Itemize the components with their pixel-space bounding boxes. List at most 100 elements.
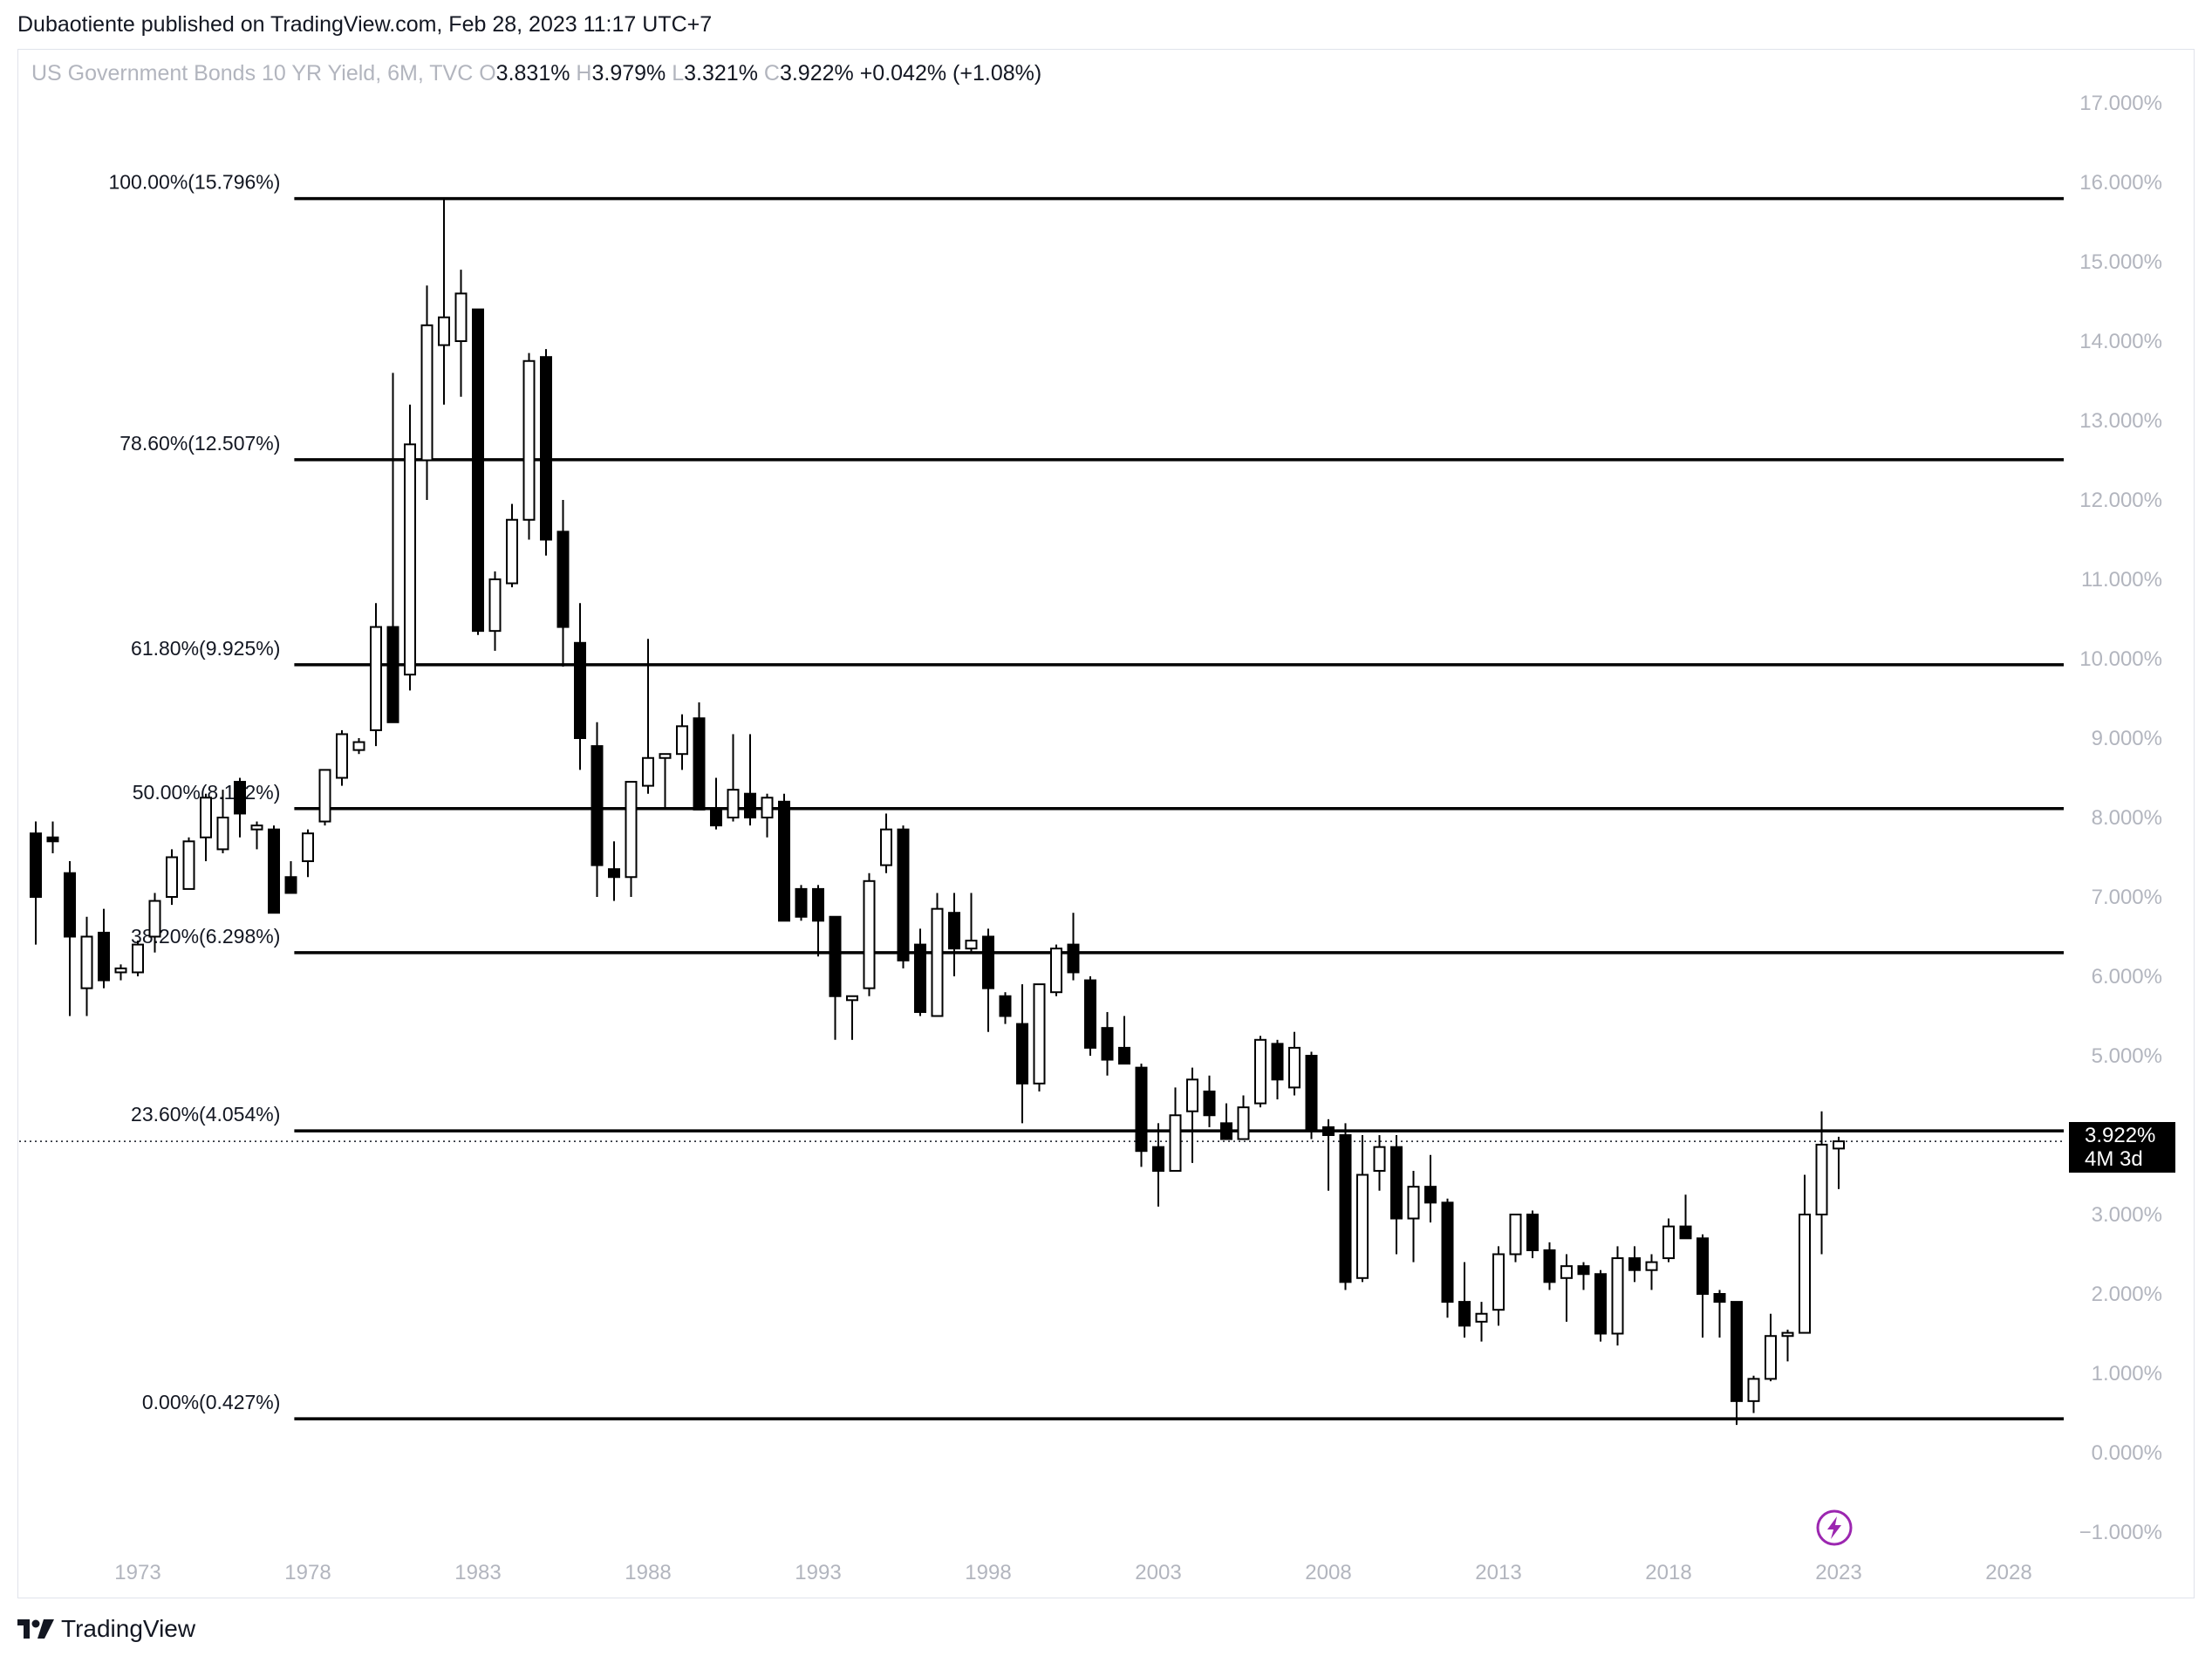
candle (1016, 984, 1028, 1124)
candle (1067, 913, 1080, 981)
y-tick-label: 13.000% (2079, 409, 2162, 433)
fib-level-label: 100.00%(15.796%) (108, 171, 280, 194)
candle-body-down (472, 308, 484, 633)
candle (506, 503, 518, 588)
candle-body-down (1713, 1293, 1726, 1304)
candle-body-up (80, 935, 93, 989)
candle (420, 285, 434, 500)
tradingview-branding[interactable]: TradingView (17, 1615, 195, 1643)
legend-high-label: H (576, 61, 592, 86)
candle (148, 893, 161, 953)
fib-level-label: 78.60%(12.507%) (119, 432, 280, 455)
candle-body-down (574, 641, 586, 739)
x-tick-label: 2023 (1815, 1561, 1861, 1584)
candle-body-up (1407, 1186, 1420, 1220)
y-tick-label: 0.000% (2092, 1441, 2162, 1465)
candle (931, 893, 944, 1017)
candle-body-down (1101, 1027, 1114, 1061)
y-tick-label: 17.000% (2079, 92, 2162, 115)
y-tick-label: 3.000% (2092, 1203, 2162, 1227)
candle-body-up (1781, 1331, 1794, 1338)
y-tick-label: 16.000% (2079, 171, 2162, 195)
candle (1186, 1067, 1198, 1163)
candle (438, 198, 450, 405)
candle (1765, 1313, 1777, 1382)
time-axis[interactable]: 1973 1978 1983 1988 1993 1998 2003 2008 2013 2018… (114, 1561, 2031, 1584)
candle (676, 714, 688, 770)
current-price-value: 3.922% (2085, 1124, 2156, 1148)
candle-body-down (897, 828, 910, 961)
x-tick-label: 2018 (1645, 1561, 1691, 1584)
bar-countdown: 4M 3d (2085, 1147, 2143, 1172)
legend-low-label: L (672, 61, 685, 86)
candle-body-down (1135, 1066, 1148, 1153)
candle (404, 404, 416, 691)
candle (863, 872, 876, 996)
candle (200, 793, 212, 862)
legend-high-value: 3.979% (591, 61, 666, 86)
candle-body-up (352, 741, 365, 751)
candle-body-down (1339, 1134, 1352, 1283)
y-tick-label: 14.000% (2079, 330, 2162, 353)
candle-body-up (1254, 1038, 1266, 1105)
candle-body-up (318, 769, 331, 823)
candle (761, 793, 774, 838)
publisher-line: Dubaotiente published on TradingView.com… (17, 12, 713, 37)
x-tick-label: 1988 (625, 1561, 671, 1584)
candle (1441, 1198, 1454, 1318)
candle-body-up (1475, 1312, 1488, 1323)
lightning-icon[interactable] (1816, 1509, 1853, 1546)
candle (1118, 1016, 1130, 1065)
symbol-legend: US Government Bonds 10 YR Yield, 6M, TVC… (31, 61, 1041, 86)
price-axis[interactable]: 17.000% 16.000% 15.000% 14.000% 13.000% 12.00… (2079, 92, 2162, 1544)
fib-level-label: 0.00%(0.427%) (142, 1391, 281, 1413)
candle-body-up (1815, 1143, 1828, 1216)
candle-body-up (931, 907, 944, 1017)
fibonacci-retracement[interactable]: 100.00%(15.796%) 78.60%(12.507%) 61.80%(9.… (108, 171, 2064, 1420)
candle (1271, 1039, 1284, 1100)
candle (386, 373, 399, 723)
candle-body-down (284, 876, 297, 894)
candle (166, 849, 178, 906)
candle-body-down (744, 792, 756, 819)
y-tick-label: 2.000% (2092, 1283, 2162, 1306)
candle (1543, 1242, 1556, 1290)
candle (727, 734, 740, 822)
candle (744, 734, 756, 826)
candle-body-down (1697, 1237, 1709, 1296)
candle-body-down (914, 943, 926, 1013)
candle (1611, 1246, 1624, 1346)
candle-body-up (166, 856, 178, 898)
candle (488, 571, 502, 651)
legend-close-value: 3.922% (779, 61, 854, 86)
candle (659, 753, 672, 810)
candle (1662, 1218, 1675, 1263)
candle (268, 825, 280, 914)
candle (1390, 1135, 1403, 1255)
candle-body-down (540, 356, 552, 541)
candle-body-down (64, 872, 76, 938)
candle-body-down (1628, 1257, 1641, 1271)
candle (284, 861, 297, 894)
candle-body-down (948, 912, 960, 950)
tradingview-brand-name: TradingView (61, 1615, 196, 1642)
candle-body-down (812, 887, 824, 922)
candle (540, 349, 552, 556)
candle (1407, 1170, 1420, 1263)
candle-body-down (1594, 1273, 1607, 1335)
y-tick-label: 9.000% (2092, 727, 2162, 750)
candle-body-down (795, 887, 808, 918)
candle (318, 769, 331, 826)
candle-body-down (999, 995, 1012, 1017)
candle (64, 861, 76, 1016)
candle-body-up (1799, 1214, 1811, 1334)
candle (1747, 1375, 1760, 1413)
candle-body-down (1679, 1225, 1692, 1240)
candle-body-down (1271, 1043, 1284, 1081)
candle (1458, 1262, 1471, 1338)
candle-body-down (1084, 979, 1096, 1049)
chart-frame[interactable] (17, 49, 2195, 1598)
candle-body-up (1186, 1078, 1198, 1112)
candle (1628, 1246, 1641, 1283)
